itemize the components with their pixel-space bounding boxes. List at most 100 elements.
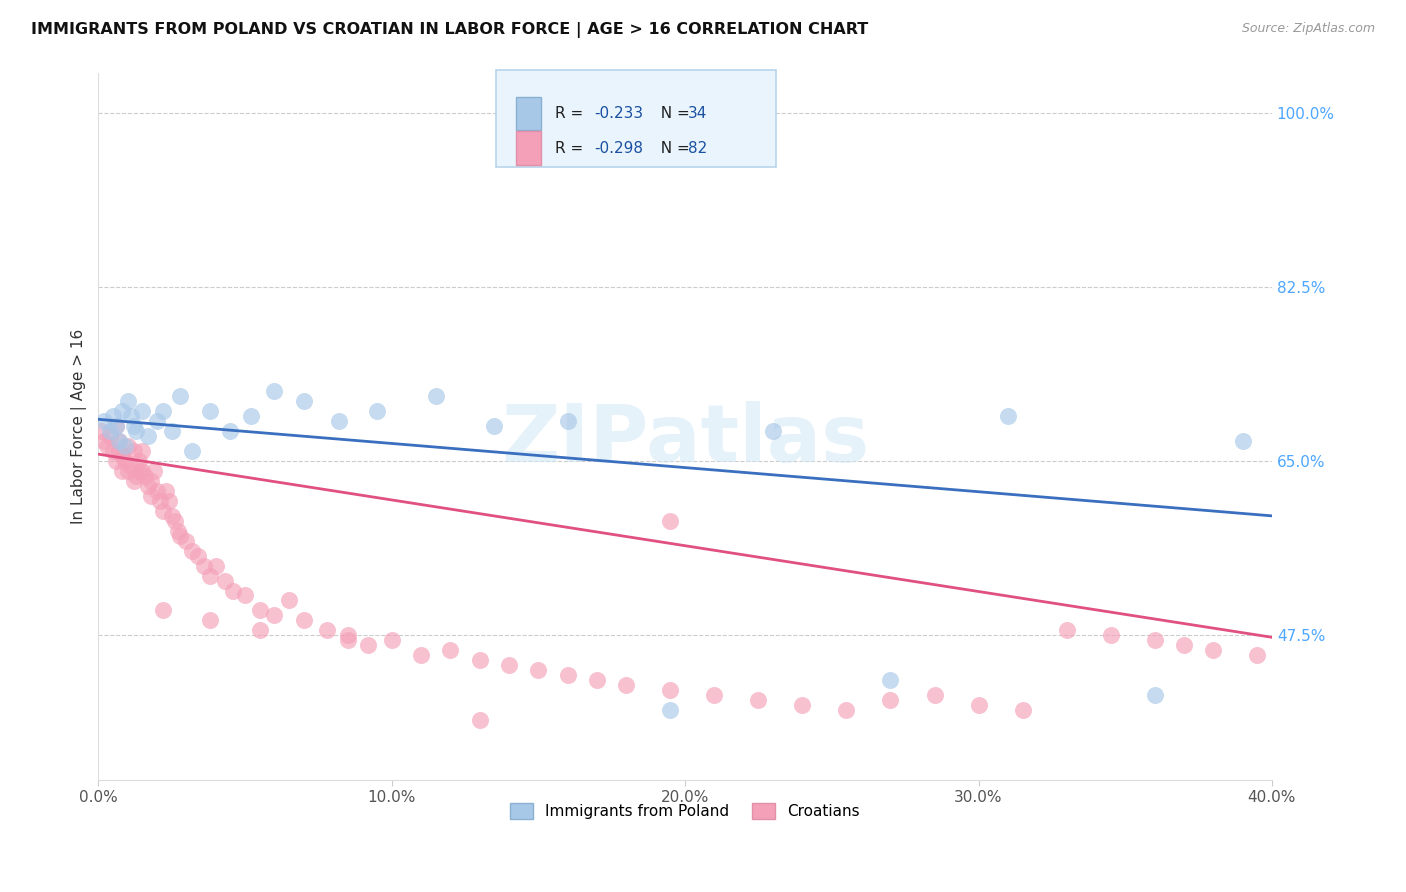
Point [120,409,142,424]
Point [924,688,946,702]
Point [484,419,506,434]
Point [214,574,236,588]
Point [152,504,174,518]
Point [104,419,127,434]
Point [198,568,221,582]
Text: Source: ZipAtlas.com: Source: ZipAtlas.com [1241,22,1375,36]
Point [122,444,145,458]
Point [90,424,112,438]
Point [239,409,262,424]
Text: R =: R = [555,141,589,156]
Point [1232,434,1254,449]
Point [141,489,163,503]
Point [198,613,221,627]
Text: -0.298: -0.298 [595,141,644,156]
Point [98,424,121,438]
Point [114,439,136,453]
Point [835,703,858,717]
Point [176,533,198,548]
Point [1011,703,1033,717]
Point [762,424,785,438]
Point [249,624,271,638]
Point [1202,643,1225,657]
Point [659,683,682,698]
Point [336,633,359,648]
Text: R =: R = [555,106,589,121]
Point [160,424,183,438]
Point [111,449,134,463]
Point [249,603,271,617]
Text: 34: 34 [688,106,707,121]
Point [146,414,169,428]
Point [155,483,177,498]
Point [152,404,174,418]
Point [316,624,339,638]
Point [122,474,145,488]
Point [557,414,579,428]
Point [381,633,404,648]
Text: 82: 82 [688,141,707,156]
Point [104,454,127,468]
Point [131,404,153,418]
Point [93,434,115,449]
Text: IMMIGRANTS FROM POLAND VS CROATIAN IN LABOR FORCE | AGE > 16 CORRELATION CHART: IMMIGRANTS FROM POLAND VS CROATIAN IN LA… [31,22,868,38]
Point [336,628,359,642]
Point [166,524,188,538]
Point [328,414,350,428]
Point [586,673,609,687]
Point [101,409,124,424]
Point [527,663,550,677]
Point [357,638,380,652]
Point [149,494,172,508]
Point [219,424,242,438]
Point [108,434,131,449]
Point [616,678,638,692]
Point [879,673,901,687]
Point [117,439,139,453]
Point [1056,624,1078,638]
Point [101,444,124,458]
Point [263,384,285,399]
Point [152,603,174,617]
Point [879,693,901,707]
Point [117,464,139,478]
Point [146,483,169,498]
Point [169,529,191,543]
Point [425,389,447,403]
Point [128,454,150,468]
Point [703,688,725,702]
Point [263,608,285,623]
Point [93,414,115,428]
Text: ZIPatlas: ZIPatlas [501,401,869,479]
Point [117,394,139,409]
Point [181,444,204,458]
Point [1143,633,1166,648]
Point [141,474,163,488]
Point [131,444,153,458]
Point [1173,638,1195,652]
Point [409,648,432,663]
Point [468,653,491,667]
Point [659,514,682,528]
Point [1143,688,1166,702]
Point [222,583,245,598]
Point [292,613,315,627]
Point [181,543,204,558]
Point [198,404,221,418]
Point [98,429,121,443]
Point [163,514,186,528]
Point [204,558,226,573]
Point [136,429,159,443]
Point [557,668,579,682]
Point [125,424,148,438]
Point [108,444,131,458]
Point [997,409,1019,424]
Point [1099,628,1122,642]
Point [120,459,142,474]
Point [366,404,388,418]
Point [111,464,134,478]
Point [659,703,682,717]
Point [125,469,148,483]
Point [143,464,166,478]
Text: N =: N = [651,141,695,156]
